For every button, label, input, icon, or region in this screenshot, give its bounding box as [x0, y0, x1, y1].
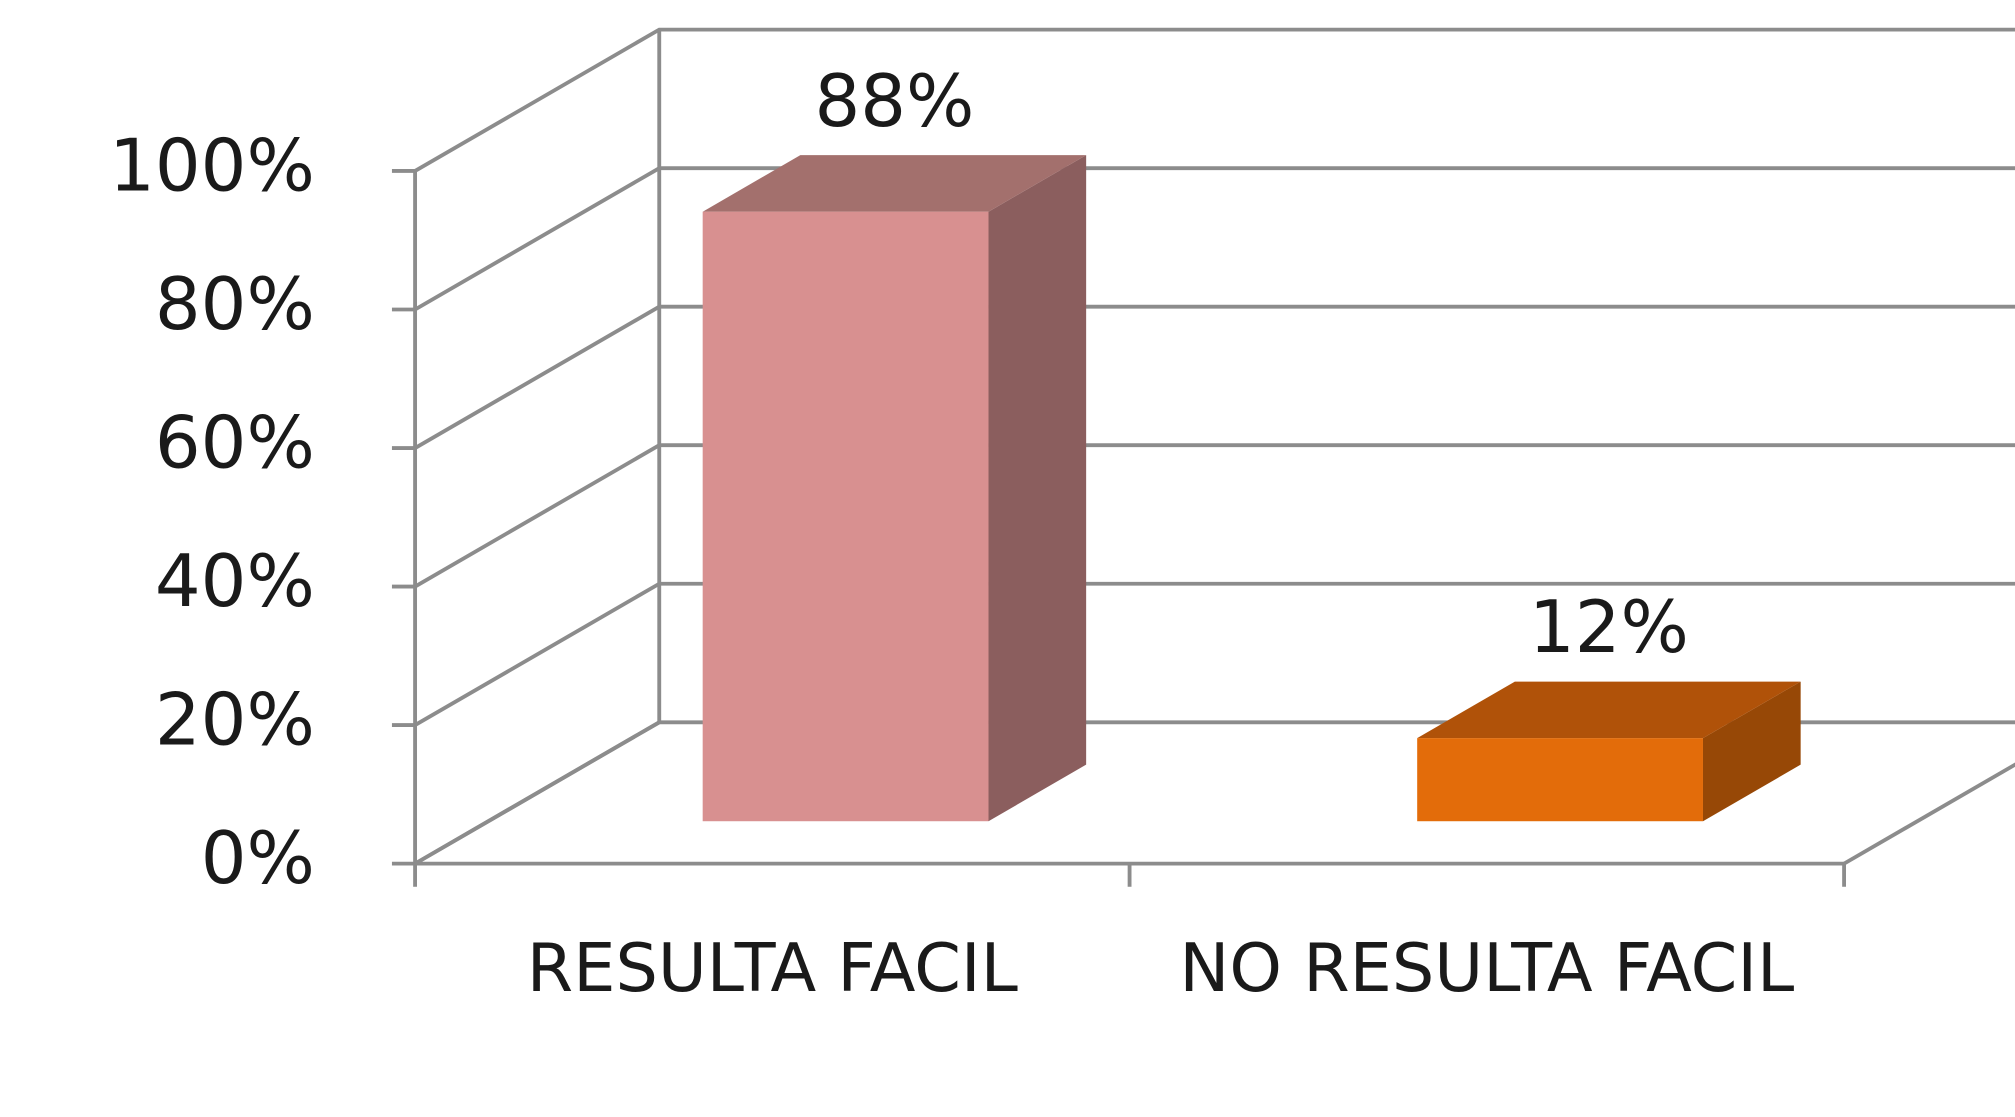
- data-label: 12%: [1529, 585, 1689, 669]
- bar-side: [1702, 681, 1801, 822]
- x-tick-label-box: RESULTA FACIL: [526, 930, 1018, 1008]
- grid-line: [414, 166, 2015, 312]
- data-label: 88%: [814, 59, 974, 143]
- bar: [702, 211, 989, 822]
- grid-line: [414, 27, 2015, 173]
- y-tick-label: 40%: [155, 539, 315, 623]
- y-tick-label: 0%: [201, 816, 315, 900]
- bar: [1417, 738, 1703, 822]
- floor-edge: [1843, 762, 2015, 866]
- bar-top: [702, 155, 1087, 212]
- bar-side: [988, 155, 1087, 822]
- y-tick-label: 100%: [109, 124, 315, 208]
- y-tick-label: 80%: [155, 262, 315, 346]
- x-tick-label: RESULTA FACIL: [526, 930, 1018, 1008]
- x-tick-label: NO RESULTA FACIL: [1179, 930, 1795, 1008]
- grid-line: [414, 581, 2015, 727]
- y-tick-label: 60%: [155, 401, 315, 485]
- y-tick-label: 20%: [155, 678, 315, 762]
- grid-line: [414, 304, 2015, 450]
- x-tick-label-box: NO RESULTA FACIL: [1179, 930, 1795, 1008]
- grid-line: [414, 443, 2015, 589]
- bar-top: [1417, 681, 1801, 739]
